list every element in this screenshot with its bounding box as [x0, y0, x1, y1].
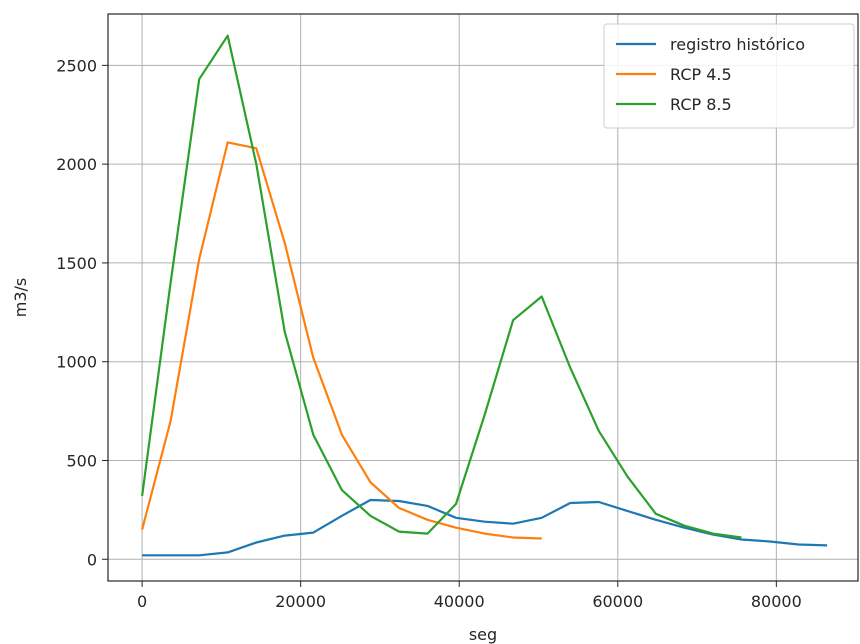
y-tick-label: 1000: [56, 353, 97, 372]
legend-label: RCP 4.5: [670, 65, 732, 84]
legend-label: registro histórico: [670, 35, 805, 54]
series-line-2: [141, 141, 542, 540]
grid: [108, 14, 858, 581]
y-tick-label: 2500: [56, 56, 97, 75]
x-tick-label: 20000: [275, 592, 326, 611]
x-axis-label: seg: [469, 625, 497, 644]
y-tick-label: 2000: [56, 155, 97, 174]
y-tick-label: 0: [87, 550, 97, 569]
legend: registro histórico RCP 4.5 RCP 8.5: [603, 23, 855, 129]
series-line-3: [141, 34, 742, 539]
series-lines: [141, 34, 828, 557]
x-tick-label: 40000: [434, 592, 485, 611]
x-tick-label: 80000: [751, 592, 802, 611]
y-tick-label: 500: [66, 451, 97, 470]
plot-frame: [107, 13, 859, 582]
legend-label: RCP 8.5: [670, 95, 732, 114]
y-axis-label: m3/s: [11, 278, 30, 318]
series-line-1: [142, 498, 828, 557]
legend-box: [603, 23, 855, 129]
x-tick-label: 0: [137, 592, 147, 611]
axis-ticks: 0 20000 40000 60000 80000 0 500 1000 1500 2000 250…: [56, 56, 802, 611]
y-tick-label: 1500: [56, 254, 97, 273]
x-tick-label: 60000: [592, 592, 643, 611]
